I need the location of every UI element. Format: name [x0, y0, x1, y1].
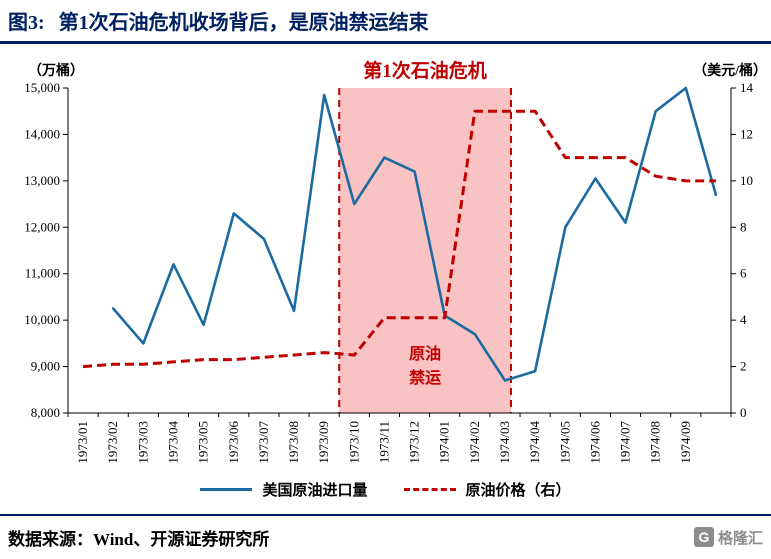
chart-legend: 美国原油进口量 原油价格（右）: [0, 479, 771, 500]
price-line-sample: [403, 488, 456, 491]
right-axis-unit: （美元/桶）: [693, 64, 767, 79]
legend-item-imports: 美国原油进口量: [200, 479, 368, 500]
right-axis-label: 6: [740, 266, 747, 281]
line-chart: 8,000 9,000 10,000 11,000 12,000 13,000 14,000…: [24, 80, 754, 464]
x-axis-label: 1973/02: [105, 421, 120, 464]
embargo-region: [339, 88, 512, 413]
left-axis-label: 15,000: [24, 80, 60, 95]
left-axis-label: 11,000: [25, 266, 60, 281]
price-line: [82, 109, 716, 369]
figure-number: 图3:: [8, 12, 45, 34]
left-axis-label: 8,000: [31, 405, 60, 420]
x-axis-label: 1974/05: [557, 421, 572, 464]
embargo-annotation-line2: 禁运: [409, 369, 441, 387]
right-axis-label: 8: [740, 219, 747, 234]
legend-item-price: 原油价格（右）: [403, 479, 571, 500]
gelonghui-logo: G 格隆汇: [693, 527, 763, 548]
data-source: 数据来源：Wind、开源证券研究所: [8, 529, 270, 549]
left-axis-label: 14,000: [24, 126, 60, 141]
left-axis-label: 9,000: [31, 359, 60, 374]
x-axis-label: 1973/06: [226, 421, 241, 464]
imports-line: [111, 86, 718, 382]
x-axis-label: 1974/02: [467, 421, 482, 464]
title-divider: [0, 41, 771, 44]
x-axis-label: 1973/07: [256, 421, 271, 464]
gelonghui-logo-text: 格隆汇: [717, 530, 763, 547]
legend-price-label: 原油价格（右）: [465, 483, 571, 499]
figure-title-text: 第1次石油危机收场背后，是原油禁运结束: [58, 12, 429, 34]
x-axis-label: 1974/08: [648, 421, 663, 464]
x-axis-label: 1974/09: [678, 421, 693, 464]
right-axis-label: 2: [740, 359, 747, 374]
legend-imports-label: 美国原油进口量: [262, 483, 368, 499]
crisis-annotation: 第1次石油危机: [363, 61, 487, 82]
right-axis-label: 0: [740, 405, 747, 420]
x-axis-label: 1974/06: [587, 421, 602, 464]
left-axis-label: 12,000: [24, 219, 60, 234]
x-axis-label: 1973/01: [75, 421, 90, 464]
figure-title: 图3: 第1次石油危机收场背后，是原油禁运结束: [8, 6, 763, 35]
x-axis-label: 1973/03: [135, 421, 150, 464]
footer: 数据来源：Wind、开源证券研究所 G 格隆汇: [8, 520, 763, 554]
x-axis-label: 1974/01: [437, 421, 452, 464]
embargo-annotation-line1: 原油: [409, 344, 441, 363]
right-axis-label: 4: [740, 312, 747, 327]
x-axis-label: 1973/10: [346, 421, 361, 464]
right-axis-label: 12: [740, 126, 753, 141]
x-axis-label: 1973/11: [376, 421, 391, 463]
footer-divider: [0, 514, 771, 516]
left-axis-label: 13,000: [24, 173, 60, 188]
left-axis-unit: （万桶）: [28, 64, 84, 79]
x-axis-label: 1973/04: [165, 421, 180, 464]
x-axis-label: 1974/07: [618, 421, 633, 464]
right-axis-label: 14: [740, 80, 754, 95]
x-axis-label: 1973/08: [286, 421, 301, 464]
right-axis-label: 10: [740, 173, 753, 188]
gelonghui-logo-icon: G: [693, 527, 714, 547]
x-axis-label: 1973/12: [407, 421, 422, 464]
x-axis-label: 1973/05: [196, 421, 211, 464]
imports-line-sample: [200, 488, 253, 491]
x-axis-label: 1974/04: [527, 421, 542, 464]
x-axis-label: 1974/03: [497, 421, 512, 464]
left-axis-label: 10,000: [24, 312, 60, 327]
x-axis-label: 1973/09: [316, 421, 331, 464]
